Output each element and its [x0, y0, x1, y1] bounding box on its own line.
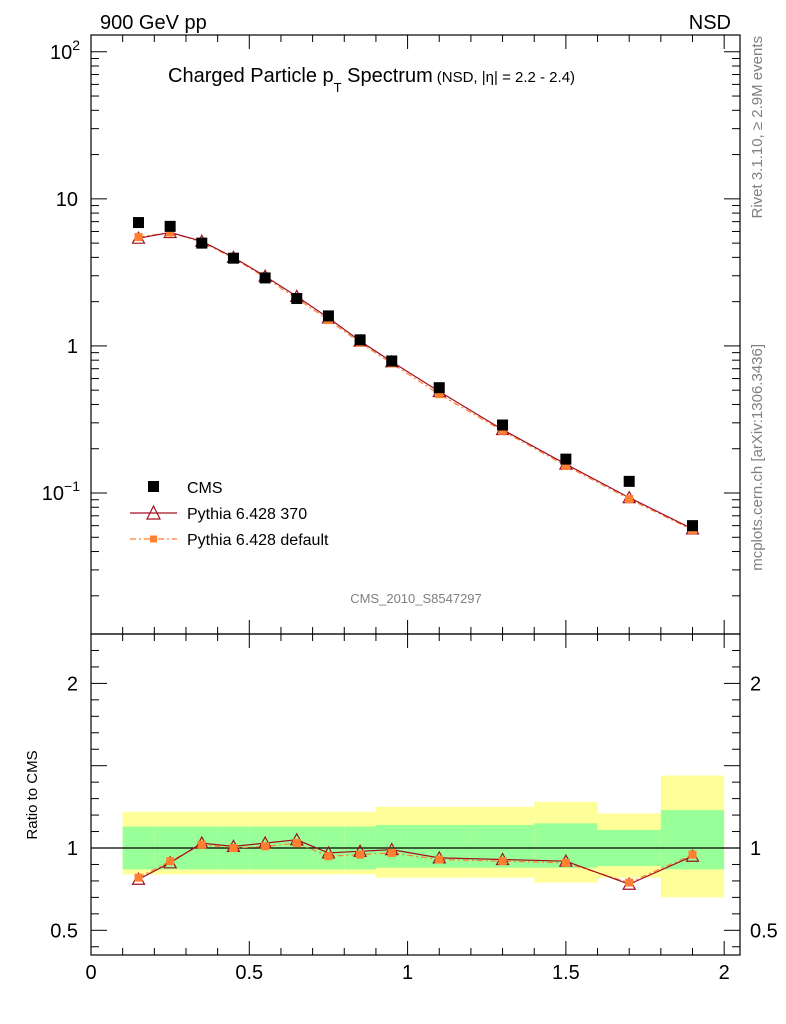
- cms-point: [354, 334, 366, 346]
- chart-title-small: (NSD, |η| = 2.2 - 2.4): [437, 69, 575, 86]
- main-ytick-label: 102: [50, 37, 80, 64]
- cms-point: [560, 453, 572, 465]
- chart-title: Charged Particle pT Spectrum (NSD, |η| = …: [168, 65, 575, 95]
- legend-cms-marker: [148, 481, 159, 492]
- ratio-data-layer: [131, 832, 700, 890]
- ratio-ytick-label-right: 2: [750, 673, 761, 695]
- legend-pdef-marker: [150, 535, 157, 543]
- pdef-point: [166, 228, 175, 237]
- ratio-xtick-label: 0.5: [235, 962, 263, 984]
- cms-point: [322, 310, 334, 322]
- pdef-point: [561, 461, 570, 470]
- ratio-pdef-point: [688, 850, 697, 859]
- pdef-point: [134, 233, 143, 242]
- ratio-pdef-point: [324, 852, 333, 861]
- header-left: 900 GeV pp: [100, 12, 207, 34]
- ratio-ytick-label: 1: [67, 838, 78, 860]
- header-right: NSD: [689, 12, 731, 34]
- ratio-pdef-point: [435, 855, 444, 864]
- cms-point: [497, 419, 509, 431]
- ratio-pdef-point: [292, 839, 301, 848]
- ratio-band-inner: [660, 810, 725, 870]
- cms-point: [132, 217, 144, 229]
- ratio-ytick-label: 2: [67, 673, 78, 695]
- ratio-band-layer: [91, 775, 740, 898]
- ratio-pdef-point: [625, 878, 634, 887]
- ratio-xtick-label: 0: [85, 962, 96, 984]
- legend-cms-label: CMS: [187, 480, 223, 497]
- ratio-xtick-label: 1.5: [552, 962, 580, 984]
- chart-title-sub: T: [334, 80, 342, 95]
- ratio-xtick-label: 2: [719, 962, 730, 984]
- legend-p370-label: Pythia 6.428 370: [187, 506, 307, 523]
- ratio-band-inner: [375, 824, 408, 868]
- cms-point: [433, 382, 445, 394]
- main-ytick-label: 10−1: [42, 478, 80, 505]
- main-ytick-label: 10: [56, 189, 78, 211]
- ratio-pdef-point: [498, 857, 507, 866]
- chart-title-main: Charged Particle p: [168, 65, 334, 87]
- ratio-ytick-label-right: 1: [750, 838, 761, 860]
- cms-point: [623, 475, 635, 487]
- main-data-layer: [131, 217, 700, 535]
- pdef-point: [435, 390, 444, 399]
- pdef-point: [625, 495, 634, 504]
- cms-point: [291, 293, 303, 305]
- main-ytick-label: 1: [67, 336, 78, 358]
- cms-point: [196, 237, 208, 249]
- ratio-ytick-label: 0.5: [50, 920, 78, 942]
- ratio-pdef-point: [134, 873, 143, 882]
- cms-point: [227, 252, 239, 264]
- ratio-ylabel: Ratio to CMS: [24, 750, 41, 839]
- ratio-axes: 0 0.5 1 1.5 2 0.5 0.5 1 1 2 2: [50, 633, 778, 984]
- main-axes: 10−1 1 10 102: [42, 35, 740, 634]
- side-text-mcplots: mcplots.cern.ch [arXiv:1306.3436]: [749, 344, 766, 571]
- ratio-pdef-point: [197, 840, 206, 849]
- ratio-pdef-point: [166, 857, 175, 866]
- legend-pdef-label: Pythia 6.428 default: [187, 532, 329, 549]
- ratio-pdef-point: [356, 850, 365, 859]
- legend: CMS Pythia 6.428 370 Pythia 6.428 defaul…: [130, 480, 329, 549]
- ratio-xtick-label: 1: [402, 962, 413, 984]
- pdef-point: [498, 426, 507, 435]
- analysis-watermark: CMS_2010_S8547297: [350, 591, 482, 606]
- ratio-pdef-point: [261, 842, 270, 851]
- ratio-pdef-point: [387, 848, 396, 857]
- cms-point: [259, 272, 271, 284]
- side-text-rivet: Rivet 3.1.10, ≥ 2.9M events: [749, 36, 766, 219]
- ratio-p370-line: [138, 839, 693, 885]
- ratio-pdef-point: [229, 844, 238, 852]
- ratio-ytick-label-right: 0.5: [750, 920, 778, 942]
- ratio-plot-frame: [90, 633, 741, 956]
- cms-point: [687, 520, 699, 532]
- chart-title-main2: Spectrum: [342, 65, 433, 87]
- ratio-pdef-point: [561, 858, 570, 867]
- cms-point: [164, 220, 176, 232]
- legend-p370-marker: [146, 504, 161, 520]
- cms-point: [386, 355, 398, 367]
